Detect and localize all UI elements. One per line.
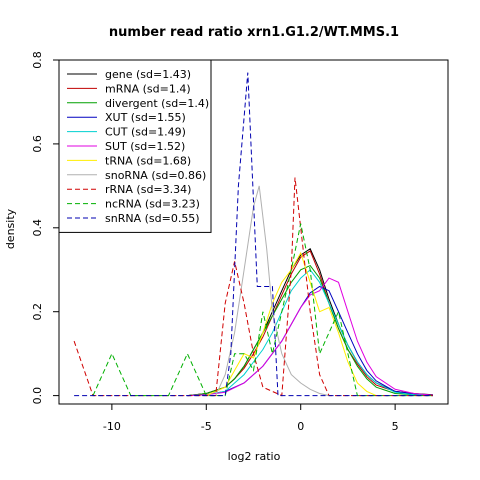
series-line-2: [187, 250, 433, 397]
chart-title: number read ratio xrn1.G1.2/WT.MMS.1: [109, 25, 399, 40]
legend-label: snRNA (sd=0.55): [105, 212, 200, 225]
legend-label: gene (sd=1.43): [105, 68, 191, 81]
series-line-6: [187, 277, 433, 397]
x-tick-label: -10: [103, 420, 121, 433]
y-tick-label: 0.8: [31, 51, 44, 69]
y-tick-label: 0.6: [31, 135, 44, 153]
series-layer: [73, 72, 433, 397]
legend-label: XUT (sd=1.55): [105, 111, 186, 124]
legend: gene (sd=1.43)mRNA (sd=1.4) divergent (sd…: [58, 59, 212, 233]
legend-label: SUT (sd=1.52): [105, 140, 185, 153]
x-tick-label: -5: [201, 420, 212, 433]
legend-label: ncRNA (sd=3.23): [105, 198, 200, 211]
legend-label: rRNA (sd=3.34): [105, 183, 191, 196]
series-line-11: [74, 72, 433, 397]
y-tick-label: 0.2: [31, 303, 44, 321]
x-tick-label: 0: [297, 420, 304, 433]
series-line-8: [215, 185, 330, 397]
legend-label: CUT (sd=1.49): [105, 126, 186, 139]
x-axis-label: log2 ratio: [228, 450, 281, 463]
legend-label: snoRNA (sd=0.86): [105, 169, 206, 182]
y-tick-label: 0.0: [31, 387, 44, 405]
legend-label: mRNA (sd=1.4): [105, 82, 191, 95]
series-line-4: [187, 285, 433, 397]
legend-label: divergent (sd=1.4): [105, 97, 209, 110]
y-axis-label: density: [4, 208, 17, 249]
x-tick-label: 5: [392, 420, 399, 433]
series-line-5: [187, 269, 433, 397]
legend-label: tRNA (sd=1.68): [105, 154, 191, 167]
y-tick-label: 0.4: [31, 219, 44, 237]
series-line-7: [206, 251, 377, 397]
series-line-10: [92, 223, 433, 397]
